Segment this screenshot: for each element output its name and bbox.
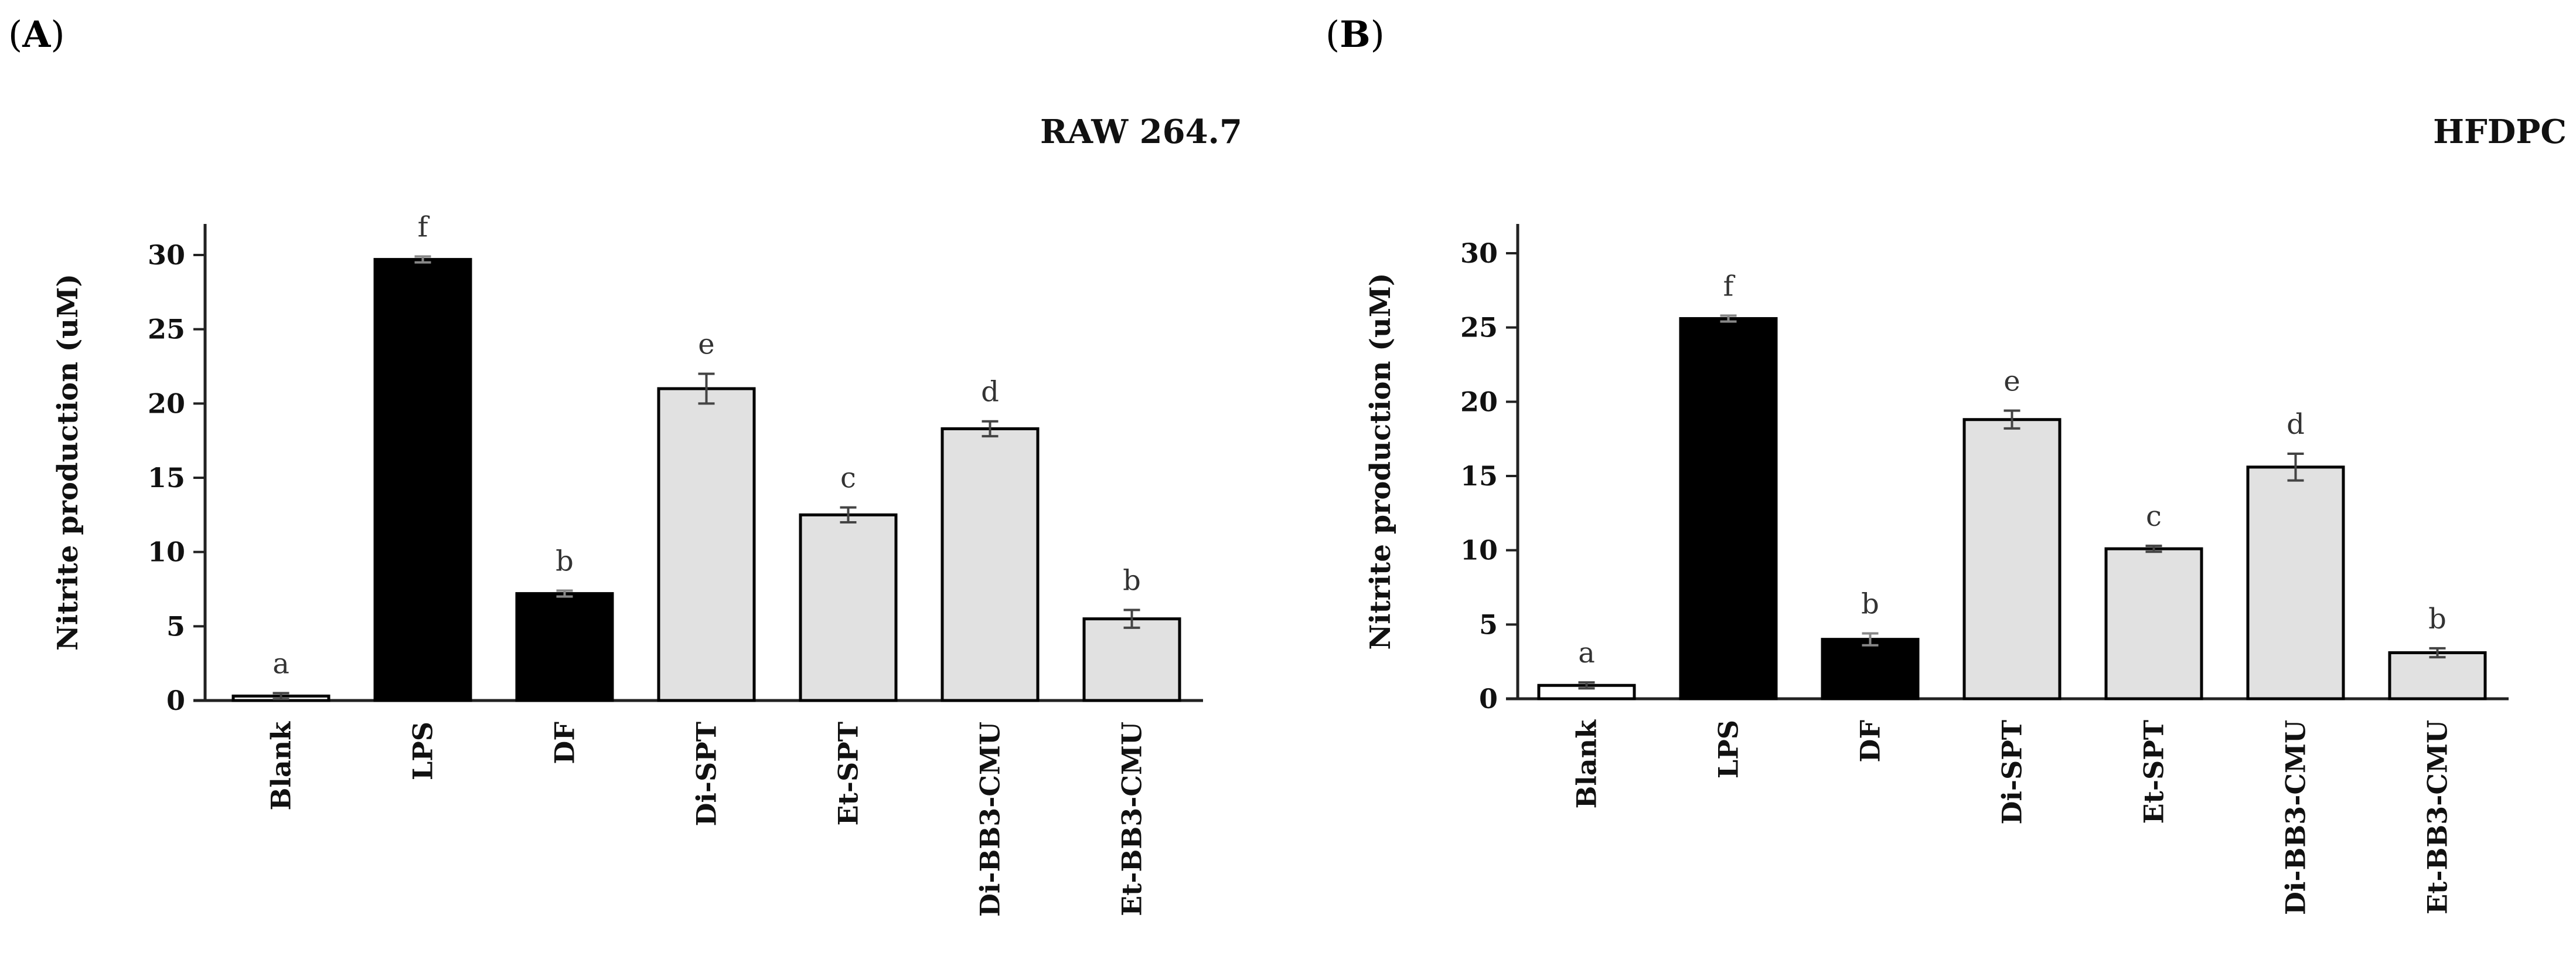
chart-b: 0 5 10 15 20 25 30 Nitrite production (uM) a Blan… [1364, 224, 2509, 915]
x-tick-label: Di-SPT [691, 722, 723, 827]
y-axis-label: Nitrite production (uM) [52, 274, 84, 651]
significance-letter: b [1861, 588, 1879, 621]
y-tick-label: 15 [1460, 460, 1498, 492]
y-tick-label: 10 [1460, 535, 1498, 566]
panel-b-title: HFDPC [2433, 113, 2567, 151]
bar-di-bb3-cmu [2246, 465, 2345, 701]
panel-a-label: (A) [8, 13, 65, 56]
y-tick-label: 0 [166, 685, 185, 716]
significance-letter: b [1123, 564, 1141, 597]
panel-b-label-open: ( [1326, 13, 1340, 56]
significance-letter: c [840, 462, 856, 495]
significance-letter: b [2428, 603, 2446, 635]
panel-a-label-open: ( [8, 13, 22, 56]
x-tick-label: LPS [407, 722, 439, 780]
x-tick-label: DF [549, 722, 581, 764]
y-tick-label: 20 [1460, 386, 1498, 417]
bar-et-spt [799, 513, 898, 702]
x-tick-label: Blank [1571, 719, 1603, 809]
y-tick-label: 30 [148, 239, 185, 271]
y-tick-label: 30 [1460, 237, 1498, 269]
bar-et-bb3-cmu [1082, 617, 1181, 702]
significance-letter: f [1723, 270, 1736, 302]
panel-a-label-letter: A [22, 13, 51, 56]
significance-letter: a [272, 647, 289, 680]
y-tick-label: 0 [1479, 683, 1498, 715]
x-tick-label: Di-SPT [1996, 720, 2028, 825]
significance-letter: d [2287, 408, 2305, 441]
bar-df [515, 592, 614, 702]
y-tick-label: 25 [1460, 312, 1498, 344]
x-tick-label: Et-SPT [2138, 720, 2170, 824]
chart-a: 0 5 10 15 20 25 30 Nitrite production (uM) a Blan… [52, 211, 1203, 917]
bar-di-spt [1962, 418, 2062, 701]
bar-lps [373, 258, 472, 702]
bar-df [1821, 638, 1920, 701]
bar-di-bb3-cmu [941, 427, 1040, 702]
panel-b: (B) HFDPC 0 5 10 15 20 25 30 Nitrite production… [1326, 13, 2567, 915]
significance-letter: c [2146, 500, 2162, 533]
y-tick-label: 10 [148, 536, 185, 568]
x-tick-label: Et-BB3-CMU [2422, 720, 2454, 914]
y-tick-label: 20 [148, 387, 185, 419]
significance-letter: a [1578, 637, 1595, 669]
significance-letter: e [2003, 365, 2020, 398]
x-tick-label: LPS [1713, 720, 1744, 778]
x-tick-label: Et-BB3-CMU [1116, 722, 1148, 916]
x-tick-label: DF [1855, 720, 1886, 763]
significance-letter: d [981, 376, 999, 409]
significance-letter: e [698, 328, 714, 361]
x-tick-label: Blank [265, 721, 297, 811]
panel-a-title: RAW 264.7 [1040, 113, 1242, 151]
x-tick-label: Di-BB3-CMU [2280, 720, 2312, 915]
x-tick-label: Di-BB3-CMU [974, 722, 1006, 917]
panel-a: (A) RAW 264.7 0 5 10 15 20 25 30 Nitrite produc… [8, 13, 1242, 917]
significance-letter: f [418, 211, 430, 244]
panel-b-label: (B) [1326, 13, 1385, 56]
x-tick-label: Et-SPT [833, 722, 864, 825]
bar-et-bb3-cmu [2388, 651, 2487, 701]
y-tick-label: 5 [1479, 608, 1498, 640]
panel-a-label-close: ) [50, 13, 64, 56]
significance-letter: b [556, 545, 574, 578]
y-tick-label: 25 [148, 314, 185, 345]
y-axis-label: Nitrite production (uM) [1364, 273, 1397, 650]
panel-b-label-close: ) [1371, 13, 1385, 56]
y-tick-label: 5 [166, 610, 185, 642]
bar-di-spt [657, 387, 756, 702]
y-tick-label: 15 [148, 462, 185, 494]
bar-et-spt [2104, 547, 2203, 701]
panel-b-label-letter: B [1340, 13, 1370, 56]
bar-lps [1679, 317, 1778, 701]
